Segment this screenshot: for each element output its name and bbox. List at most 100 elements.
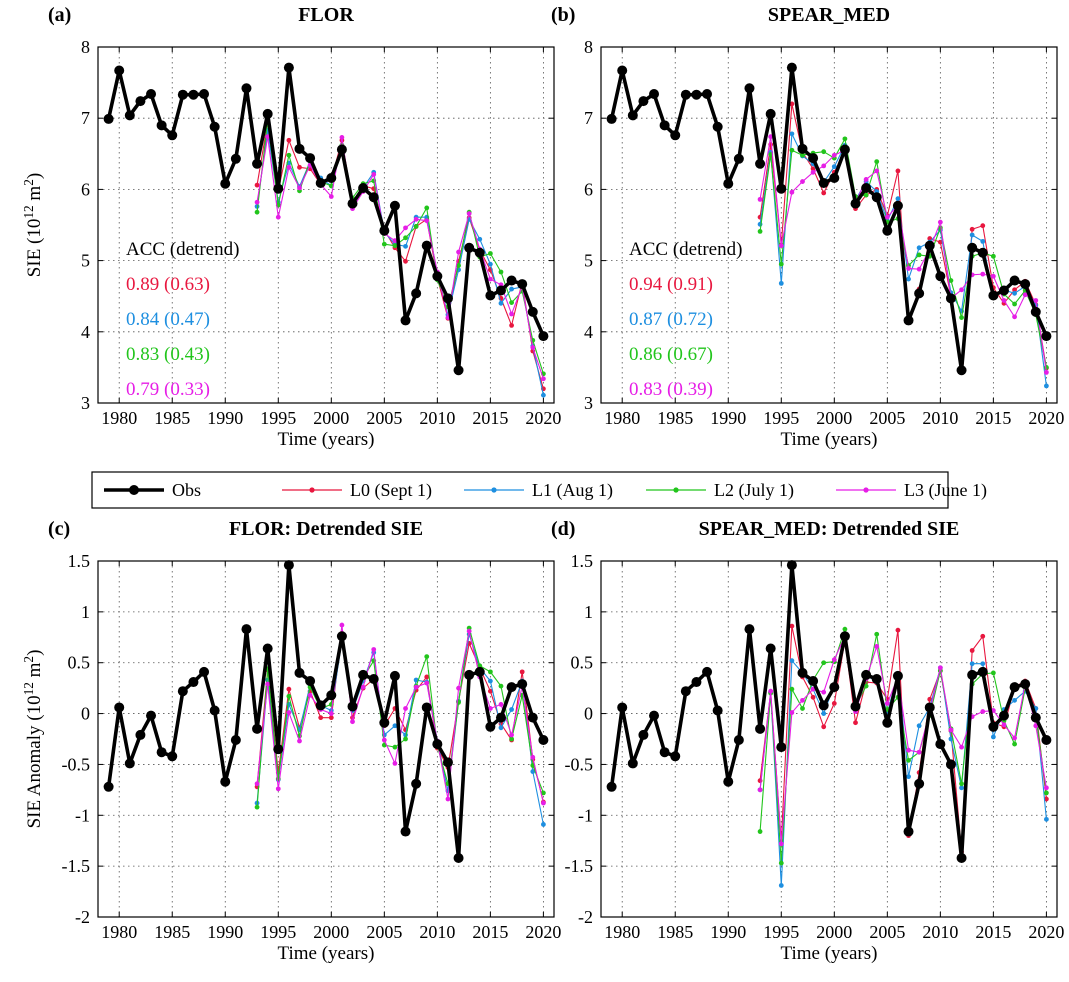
series-l3-point <box>874 168 880 174</box>
legend: Obs L0 (Sept 1) L1 (Aug 1) L2 (July 1) L3 (J… <box>91 471 987 509</box>
series-l1-point <box>778 280 784 286</box>
acc-value-l3: 0.83 (0.39) <box>629 379 713 400</box>
series-l0-point <box>424 674 430 680</box>
series-l1-point <box>906 276 911 282</box>
series-obs-point <box>517 279 528 290</box>
series-obs-point <box>167 751 178 762</box>
series-l3-point <box>1033 723 1039 729</box>
series-obs-point <box>606 781 617 792</box>
series-l3-point <box>906 266 911 271</box>
y-tick-label: 7 <box>584 108 593 128</box>
series-l3-point <box>1012 735 1017 741</box>
series-l2-point <box>498 269 504 275</box>
series-obs-point <box>808 676 819 687</box>
x-tick-label: 2010 <box>922 922 958 942</box>
series-l2-point <box>757 829 763 834</box>
x-tick-label: 2020 <box>525 922 561 942</box>
x-tick-label: 2000 <box>816 408 852 428</box>
series-obs-point <box>485 721 496 732</box>
series-obs-point <box>659 120 670 131</box>
series-l0-point <box>318 715 324 721</box>
series-obs-point <box>892 200 903 211</box>
series-obs-point <box>432 271 443 282</box>
series-obs-point <box>156 120 167 131</box>
series-l0-point <box>980 223 986 229</box>
series-obs-point <box>114 65 125 76</box>
series-l3-point <box>413 684 419 690</box>
series-obs-point <box>924 240 935 251</box>
y-tick-label: 0 <box>81 704 90 724</box>
series-obs-point <box>474 247 485 258</box>
series-obs-point <box>1030 712 1041 723</box>
series-l3-point <box>403 225 408 231</box>
y-tick-label: -2 <box>578 907 593 927</box>
series-obs-point <box>786 62 797 73</box>
y-tick-label: 1 <box>81 602 90 622</box>
series-obs-point <box>882 225 893 236</box>
series-obs-point <box>988 721 999 732</box>
series-obs-point <box>252 723 263 734</box>
series-obs-point <box>252 158 263 169</box>
series-l1-point <box>980 238 986 244</box>
series-l3-point <box>392 761 398 766</box>
series-l2-point <box>959 315 964 320</box>
y-tick-label: -1.5 <box>62 856 91 876</box>
series-obs-point <box>188 677 199 688</box>
series-obs-point <box>977 247 988 258</box>
acc-header: ACC (detrend) <box>126 239 239 260</box>
plot-area <box>98 47 554 403</box>
y-tick-label: 4 <box>584 322 593 342</box>
series-l3-point <box>307 692 313 698</box>
series-l1-point <box>821 711 827 716</box>
series-obs-point <box>797 667 808 678</box>
series-l1-point <box>498 725 504 731</box>
series-l2-point <box>778 860 784 866</box>
series-obs-point <box>368 673 379 684</box>
series-l3-point <box>1022 292 1028 298</box>
series-obs-point <box>495 712 506 723</box>
series-obs-point <box>124 110 135 121</box>
series-obs-point <box>659 747 670 758</box>
x-tick-label: 2020 <box>1028 922 1064 942</box>
series-l3-point <box>254 199 260 205</box>
series-l3-point <box>540 376 546 382</box>
series-l0-point <box>789 101 795 107</box>
y-tick-label: 8 <box>81 37 90 57</box>
y-tick-label: 3 <box>81 393 90 413</box>
y-tick-label: -2 <box>75 907 90 927</box>
acc-value-l1: 0.87 (0.72) <box>629 309 713 330</box>
series-l1-point <box>831 164 837 170</box>
series-obs-point <box>442 293 453 304</box>
series-obs-point <box>315 700 326 711</box>
series-l3-point <box>937 219 943 225</box>
series-obs-point <box>379 717 390 728</box>
series-l3-point <box>863 177 869 182</box>
series-l3-point <box>800 179 805 184</box>
acc-value-l2: 0.86 (0.67) <box>629 344 713 365</box>
series-l3-point <box>456 685 461 691</box>
series-obs-point <box>177 686 188 697</box>
legend-l1-marker <box>491 487 497 493</box>
series-obs-point <box>146 88 157 99</box>
series-l1-point <box>990 734 996 740</box>
series-l2-point <box>392 744 398 750</box>
x-tick-label: 1980 <box>101 408 137 428</box>
series-obs-point <box>627 758 638 769</box>
series-l3-point <box>1001 298 1007 303</box>
series-l3-point <box>530 754 536 760</box>
series-l0-point <box>937 239 943 245</box>
series-l2-point <box>863 192 869 198</box>
series-l3-point <box>381 737 387 743</box>
y-tick-label: -0.5 <box>62 754 91 774</box>
series-l3-point <box>487 276 493 282</box>
series-l3-point <box>916 749 922 755</box>
series-obs-point <box>495 285 506 296</box>
series-l2-point <box>916 252 922 258</box>
series-obs-point <box>935 739 946 750</box>
x-tick-label: 1995 <box>763 922 799 942</box>
series-obs-point <box>538 331 549 342</box>
panel-title: FLOR: Detrended SIE <box>229 518 423 540</box>
series-obs-point <box>114 702 125 713</box>
series-obs-point <box>606 113 617 124</box>
